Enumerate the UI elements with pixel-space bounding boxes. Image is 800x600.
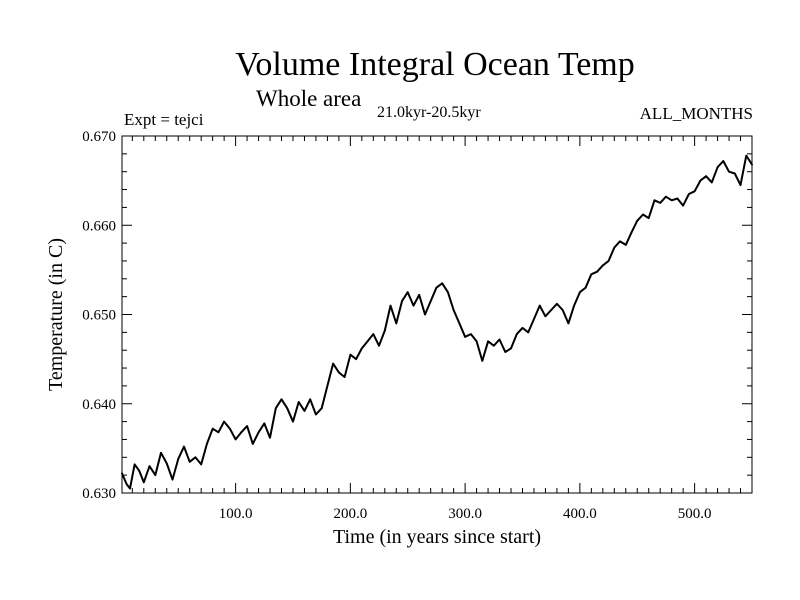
y-tick-label: 0.650	[82, 308, 116, 324]
plot-frame	[121, 135, 753, 494]
season-label: ALL_MONTHS	[639, 104, 753, 123]
y-tick-labels: 0.630 0.640 0.650 0.660 0.670	[82, 129, 116, 502]
chart-subtitle: Whole area	[256, 86, 362, 111]
axis-ticks	[122, 135, 753, 494]
y-tick-label: 0.630	[82, 486, 116, 502]
y-axis-label: Temperature (in C)	[45, 238, 67, 391]
y-tick-label: 0.670	[82, 129, 116, 145]
x-tick-label: 400.0	[563, 506, 597, 522]
x-tick-label: 500.0	[678, 506, 712, 522]
x-tick-label: 100.0	[219, 506, 253, 522]
x-tick-labels: 100.0 200.0 300.0 400.0 500.0	[219, 506, 712, 522]
x-tick-label: 300.0	[448, 506, 482, 522]
y-tick-label: 0.660	[82, 218, 116, 234]
chart-title: Volume Integral Ocean Temp	[235, 46, 635, 83]
x-axis-label: Time (in years since start)	[333, 526, 541, 548]
y-tick-label: 0.640	[82, 397, 116, 413]
period-label: 21.0kyr-20.5kyr	[377, 104, 481, 121]
series-line	[121, 154, 753, 490]
x-tick-label: 200.0	[333, 506, 367, 522]
experiment-label: Expt = tejci	[124, 110, 204, 129]
